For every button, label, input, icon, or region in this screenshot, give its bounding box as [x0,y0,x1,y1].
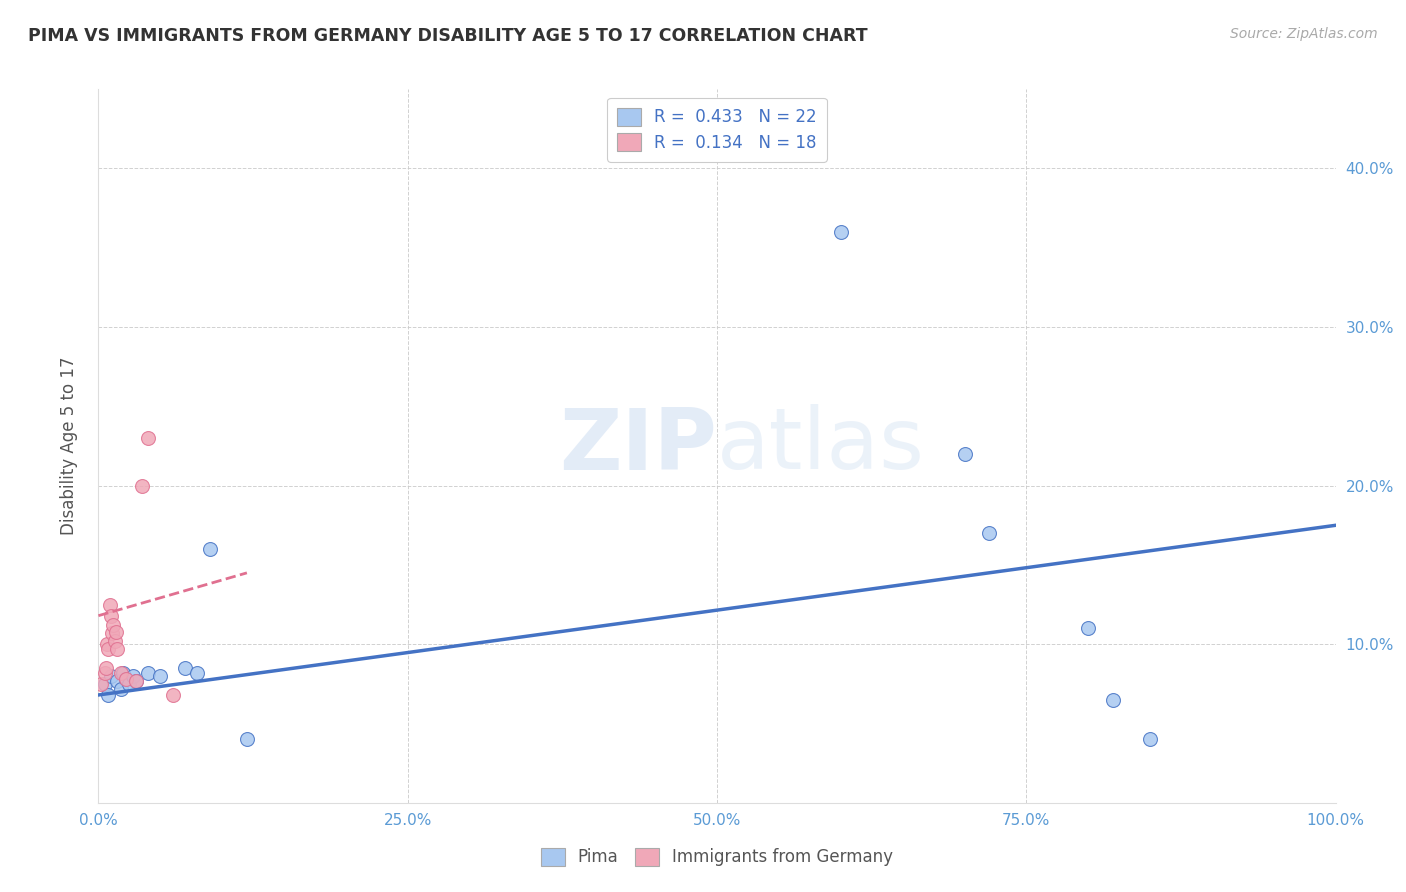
Point [124,673,146,688]
Point [100,608,122,623]
Point [830,225,852,239]
Point [1102,692,1125,706]
Point [122,669,145,683]
Point [198,542,221,557]
Text: ZIP: ZIP [560,404,717,488]
Point [93,677,115,691]
Point [103,634,125,648]
Point [236,732,259,747]
Point [1077,621,1099,635]
Point [114,672,136,686]
Point [110,665,132,680]
Legend: Pima, Immigrants from Germany: Pima, Immigrants from Germany [534,841,900,873]
Point [953,447,976,461]
Point [101,626,124,640]
Text: Source: ZipAtlas.com: Source: ZipAtlas.com [1230,27,1378,41]
Point [97,688,120,702]
Point [118,677,141,691]
Point [114,672,136,686]
Point [96,637,118,651]
Point [100,669,122,683]
Y-axis label: Disability Age 5 to 17: Disability Age 5 to 17 [59,357,77,535]
Point [131,478,153,492]
Point [136,431,159,445]
Text: atlas: atlas [717,404,925,488]
Point [979,526,1001,541]
Point [1139,732,1161,747]
Point [97,642,120,657]
Point [124,673,146,688]
Point [90,677,112,691]
Point [149,669,172,683]
Point [104,624,127,639]
Point [105,673,128,688]
Point [105,642,128,657]
Point [98,598,121,612]
Point [162,688,184,702]
Text: PIMA VS IMMIGRANTS FROM GERMANY DISABILITY AGE 5 TO 17 CORRELATION CHART: PIMA VS IMMIGRANTS FROM GERMANY DISABILI… [28,27,868,45]
Point [174,661,197,675]
Point [136,665,159,680]
Point [110,681,132,696]
Point [112,665,135,680]
Point [186,665,208,680]
Point [94,661,117,675]
Point [93,665,115,680]
Point [103,618,125,632]
